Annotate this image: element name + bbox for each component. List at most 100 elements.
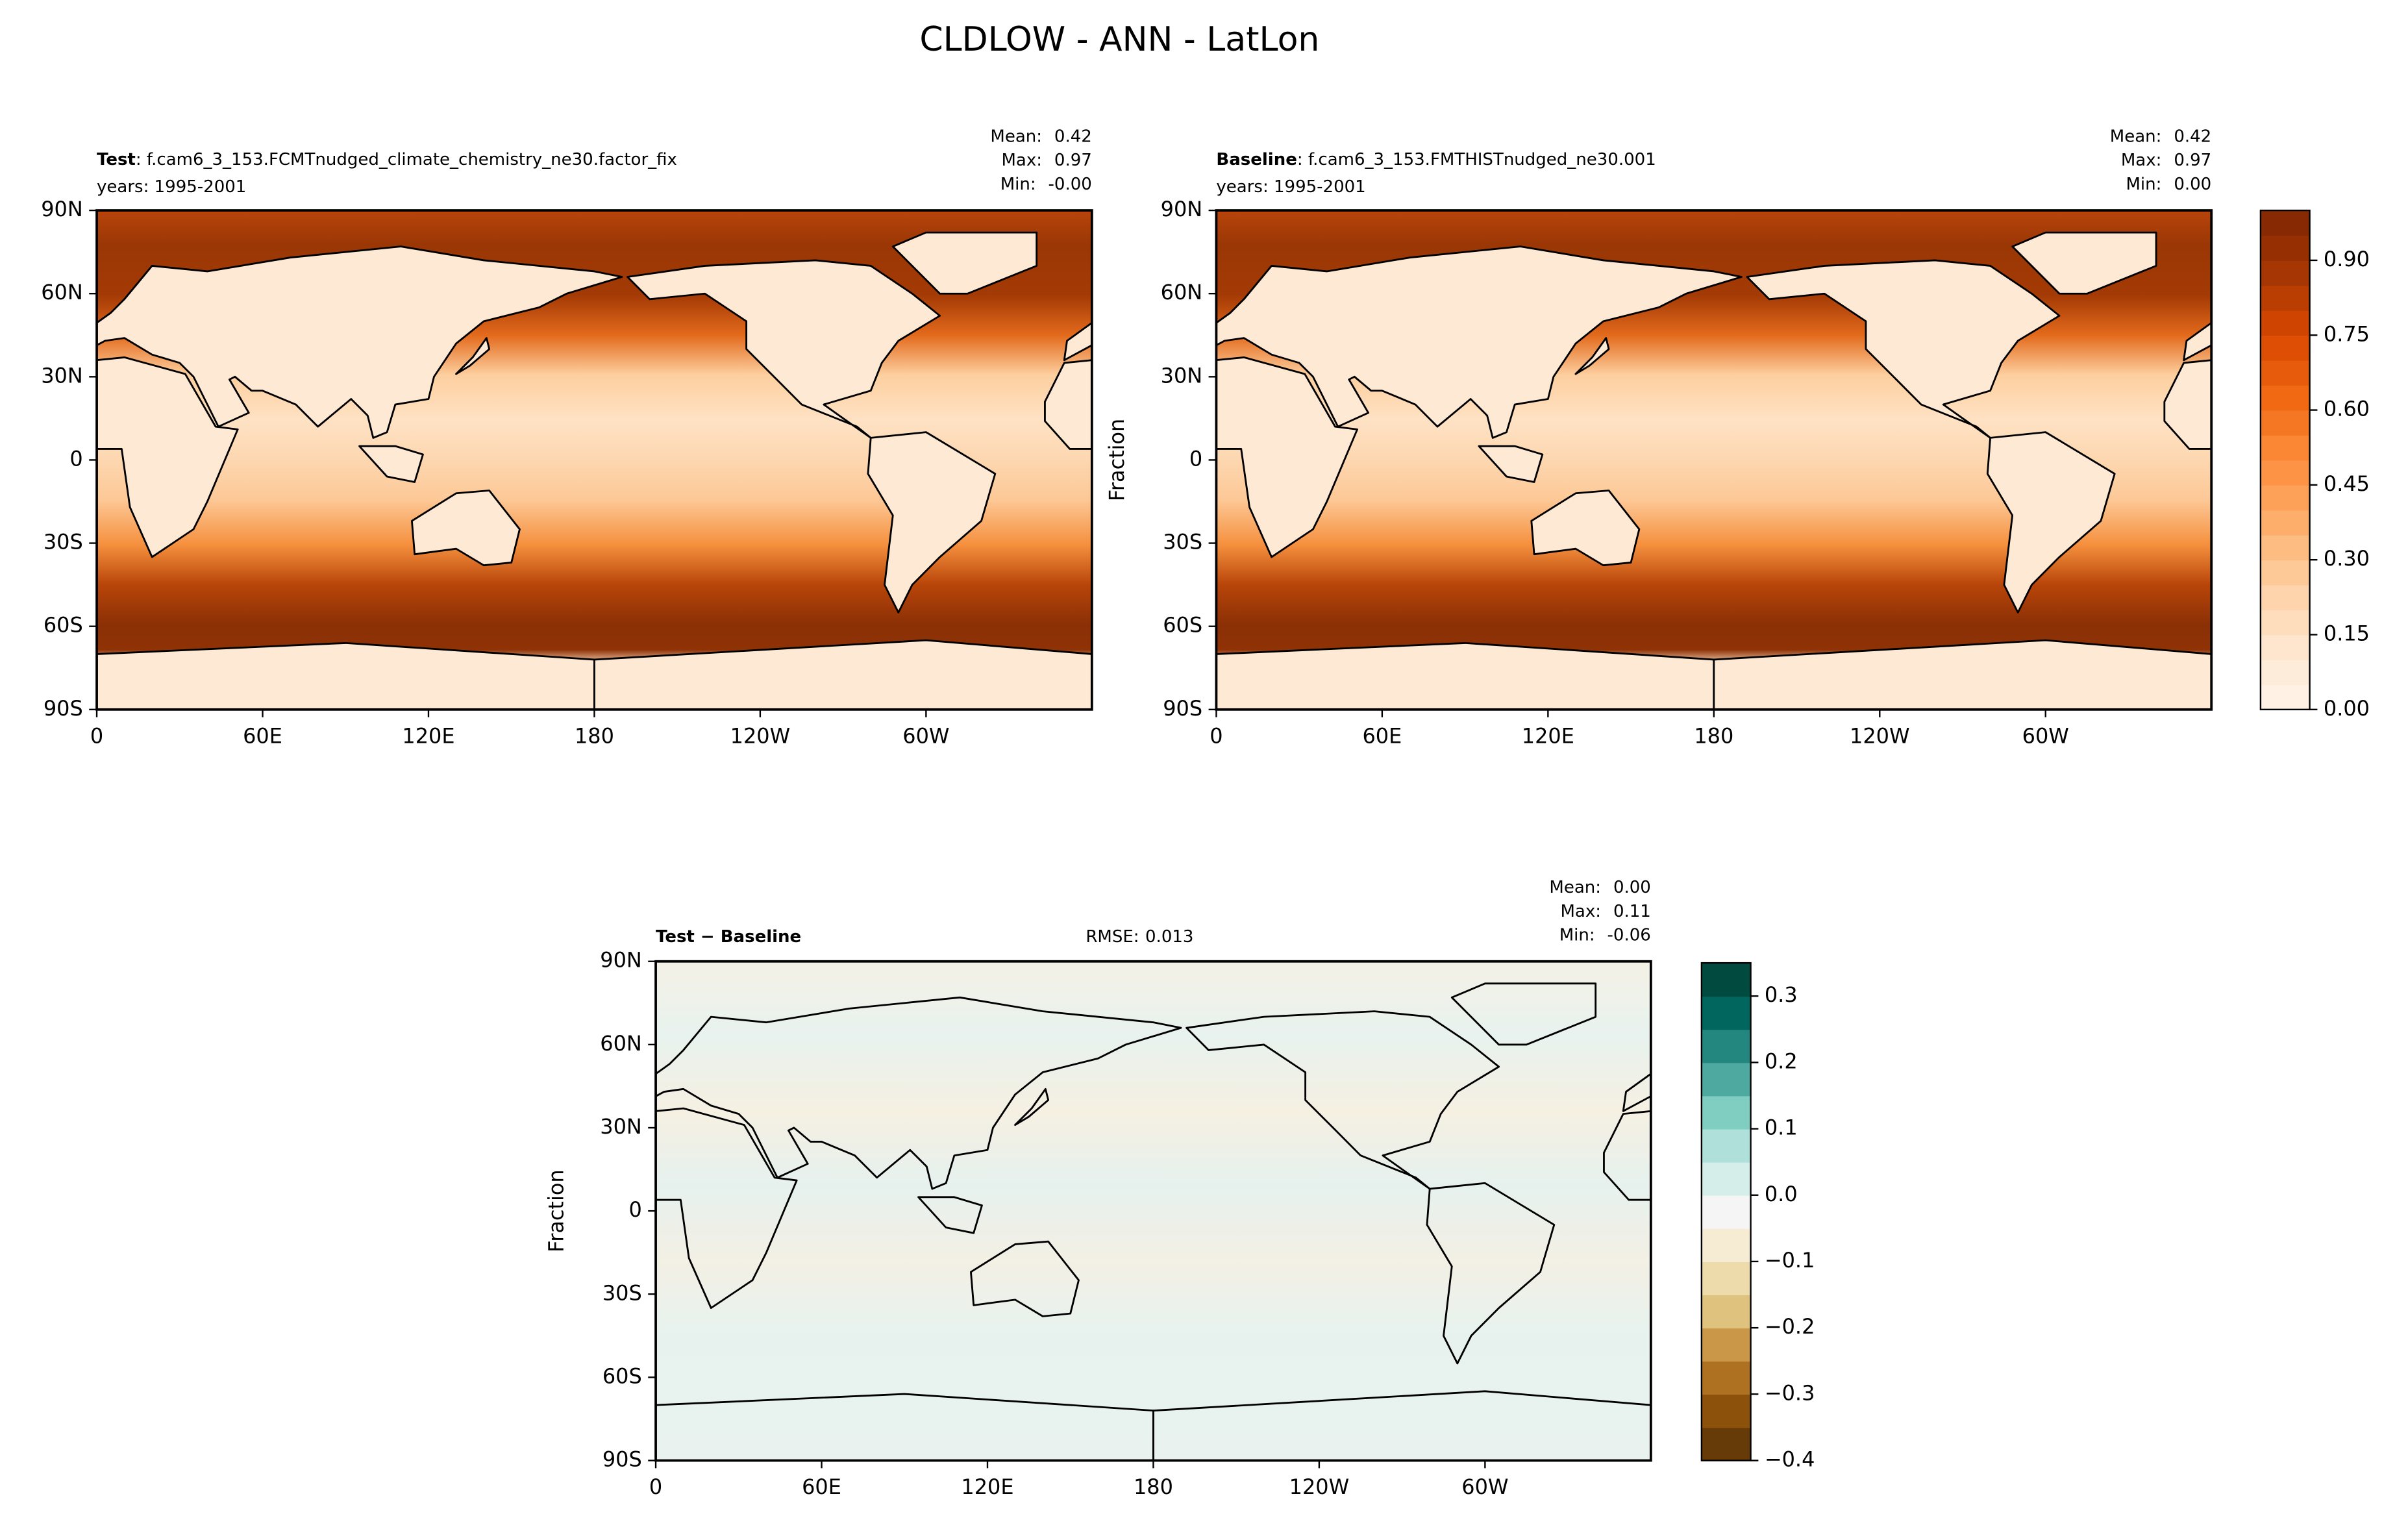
colorbar-band <box>1701 1128 1751 1163</box>
colorbar-tick-label: 0.45 <box>2324 471 2370 496</box>
rmse-name: RMSE: <box>1086 926 1139 946</box>
coastline <box>192 1012 504 1189</box>
coastline <box>455 337 491 375</box>
stat-name: Min: <box>2126 174 2161 193</box>
stat-value: 0.97 <box>2174 151 2211 170</box>
coastline <box>1530 490 1641 567</box>
colorbar-tick-label: 0.3 <box>1765 982 1798 1007</box>
map-area <box>192 961 2074 1461</box>
colorbar-tick-label: 0.00 <box>2324 696 2370 721</box>
colorbar-band <box>2260 335 2310 361</box>
coastline <box>1152 1390 1651 1461</box>
y-tick-label: 60S <box>602 1363 642 1388</box>
coastline <box>1426 1182 1556 1365</box>
coastline <box>2011 231 2157 295</box>
map-panel: 0 60E 120E 180 120W 60W 90S 60S 30S 0 30N 60N 90N Fra… <box>192 878 2074 1499</box>
y-axis-label: Fraction <box>544 1169 569 1252</box>
y-tick-label: 90S <box>1163 696 1202 721</box>
stat-name: Max: <box>1561 901 1602 921</box>
colorbar-frame <box>2259 209 2311 711</box>
colorbar-band <box>2260 610 2310 636</box>
coastline <box>1478 445 1544 483</box>
y-tick-label: 30N <box>41 363 83 388</box>
colorbar-band <box>1701 1162 1751 1196</box>
colorbar-band <box>1701 1261 1751 1295</box>
colorbar-band <box>2260 235 2310 261</box>
header-name: : f.cam6_3_153.FMTHISTnudged_ne30.001 <box>1297 150 1656 169</box>
coastline <box>1216 641 1715 710</box>
stat: Min: -0.00 <box>1000 174 1092 193</box>
coastline <box>358 445 424 483</box>
coastline <box>891 231 1038 295</box>
coastline <box>1603 1110 1651 1201</box>
figure-title: CLDLOW - ANN - LatLon <box>919 20 1319 59</box>
y-tick-label: 60S <box>1163 613 1202 638</box>
stat-name: Min: <box>1559 925 1595 945</box>
coastline <box>411 490 521 567</box>
coastline <box>1966 1241 2074 1316</box>
coastline <box>97 641 595 710</box>
y-tick-label: 60N <box>41 280 83 305</box>
stat-name: Mean: <box>990 127 1042 146</box>
rmse-value: 0.013 <box>1145 926 1193 946</box>
coastline <box>1713 639 2212 710</box>
y-tick-label: 30S <box>602 1280 642 1305</box>
stat: Max: 0.97 <box>2121 151 2211 170</box>
stat: Min: -0.06 <box>1559 925 1651 945</box>
colorbar-band <box>1701 1361 1751 1395</box>
years-label: years: 1995-2001 <box>97 177 246 197</box>
stat: Mean: 0.00 <box>1549 878 1650 897</box>
y-tick-label: 90N <box>1161 197 1203 221</box>
y-tick-label: 30N <box>600 1114 642 1139</box>
stat-name: Mean: <box>1549 878 1601 897</box>
x-tick-label: 120E <box>402 723 454 748</box>
panel-header: Baseline: f.cam6_3_153.FMTHISTnudged_ne3… <box>1216 150 1656 169</box>
colorbar-tick-label: 0.2 <box>1765 1049 1798 1073</box>
colorbar-tick-label: 0.60 <box>2324 397 2370 421</box>
colorbar-band <box>1701 963 1751 997</box>
stat-value: 0.00 <box>1613 878 1651 897</box>
coastline <box>1216 245 1743 439</box>
map-panel: 0 60E 120E 180 120W 60W 90S 60S 30S 0 30N 60N 90N Tes… <box>41 127 1093 748</box>
colorbar-band <box>2260 410 2310 436</box>
stat-name: Max: <box>2121 151 2162 170</box>
header-label: Test − Baseline <box>656 926 801 946</box>
x-tick-label: 120W <box>1289 1474 1349 1499</box>
colorbar-band <box>2260 385 2310 411</box>
x-tick-label: 180 <box>1694 723 1733 748</box>
x-tick-label: 180 <box>575 723 614 748</box>
x-tick-label: 60E <box>243 723 282 748</box>
coastline <box>1450 982 1597 1046</box>
colorbar-tick-label: −0.3 <box>1765 1380 1815 1405</box>
coastline <box>1746 259 2061 439</box>
stat-value: 0.97 <box>1054 151 1092 170</box>
coastline <box>2010 1089 2043 1125</box>
coastline <box>593 639 1092 710</box>
y-tick-label: 0 <box>69 446 82 471</box>
y-tick-label: 90N <box>600 948 642 973</box>
rmse: RMSE: 0.013 <box>1086 926 1193 946</box>
coastline <box>456 984 600 1045</box>
colorbar-band <box>2260 534 2310 561</box>
y-axis-label: Fraction <box>1104 419 1129 501</box>
years-label: years: 1995-2001 <box>1216 177 1365 197</box>
x-tick-label: 60E <box>802 1474 841 1499</box>
coastline <box>970 1240 1080 1317</box>
colorbar-band <box>1701 1394 1751 1428</box>
colorbar-band <box>2260 435 2310 461</box>
stat: Min: 0.00 <box>2126 174 2211 193</box>
stat-value: 0.42 <box>2174 127 2211 146</box>
colorbar-band <box>2260 659 2310 686</box>
colorbar-tick-label: 0.30 <box>2324 546 2370 571</box>
y-tick-label: 60N <box>1161 280 1203 305</box>
colorbar-band <box>1701 1095 1751 1130</box>
colorbar-tick-label: −0.1 <box>1765 1248 1815 1273</box>
stat: Mean: 0.42 <box>2110 127 2211 146</box>
coastline <box>2163 359 2212 450</box>
x-tick-label: 0 <box>90 723 103 748</box>
colorbar-tick-label: −0.4 <box>1765 1447 1815 1472</box>
stat-value: -0.00 <box>1049 174 1092 193</box>
colorbar-band <box>2260 510 2310 536</box>
colorbar-band <box>1701 1062 1751 1097</box>
